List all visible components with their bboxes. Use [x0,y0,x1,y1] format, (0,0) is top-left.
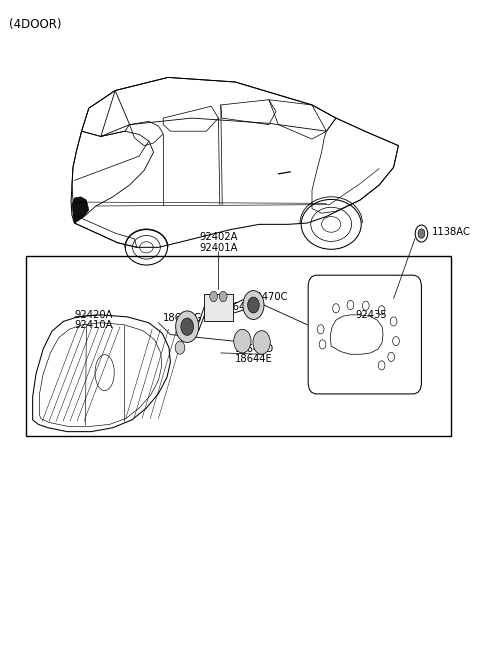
Bar [26,256,451,436]
Text: 18644D: 18644D [235,344,275,354]
Text: 18643P: 18643P [221,302,258,312]
Text: 92470C: 92470C [250,291,288,302]
Circle shape [176,311,199,342]
Circle shape [418,229,425,238]
Circle shape [253,331,270,354]
Text: 18642G: 18642G [163,312,203,323]
Text: 18644E: 18644E [235,354,273,365]
Text: (4DOOR): (4DOOR) [9,18,61,31]
Circle shape [181,318,193,335]
Circle shape [234,329,251,353]
Polygon shape [72,197,89,223]
Text: 92420A: 92420A [74,310,113,320]
Circle shape [243,291,264,319]
Circle shape [210,291,217,302]
Text: 92410A: 92410A [74,320,113,331]
Circle shape [175,341,185,354]
Circle shape [248,297,259,313]
Text: 92435: 92435 [355,310,387,320]
FancyBboxPatch shape [204,294,233,321]
Text: 1138AC: 1138AC [432,226,471,237]
Text: 92401A: 92401A [199,243,238,253]
Text: 92402A: 92402A [199,232,238,243]
Circle shape [219,291,227,302]
